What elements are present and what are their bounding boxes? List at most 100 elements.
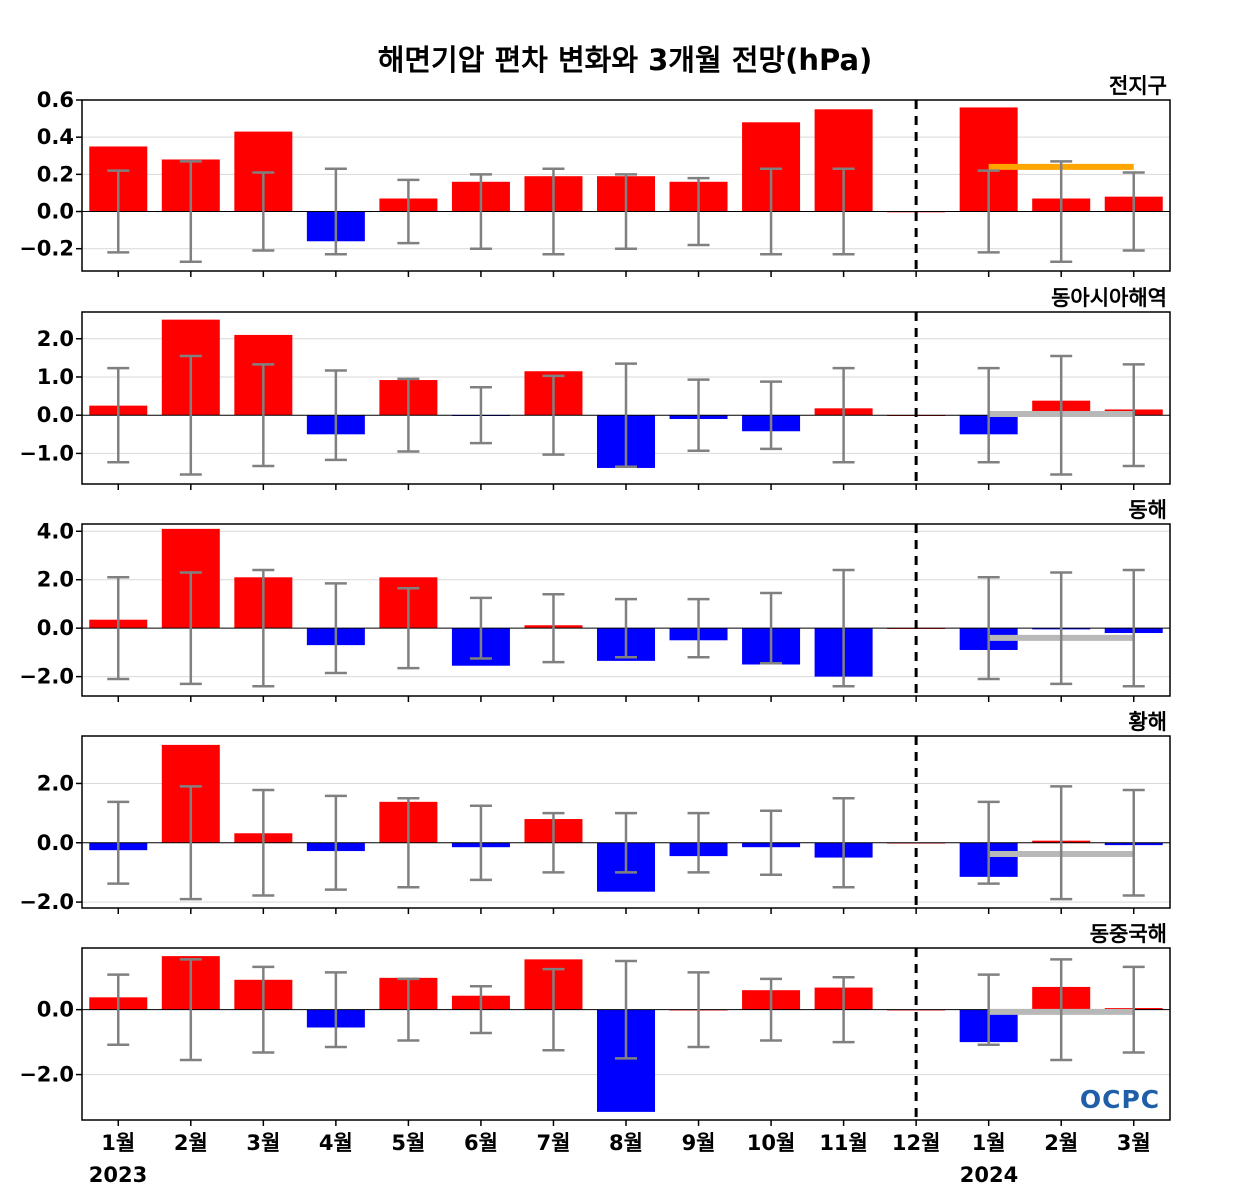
x-tick-label: 10월 — [747, 1131, 796, 1155]
error-bar — [1122, 568, 1145, 688]
error-bar — [687, 176, 710, 247]
error-bar — [760, 167, 783, 256]
error-bar — [469, 173, 492, 250]
error-bar — [469, 804, 492, 882]
error-bar — [1050, 785, 1073, 901]
panel-plot-area — [82, 107, 1170, 263]
error-bar — [469, 596, 492, 660]
error-bar — [832, 797, 855, 889]
panel-name: 동아시아해역 — [1051, 286, 1167, 310]
x-tick-label: 7월 — [536, 1131, 570, 1155]
y-tick-label: 0.2 — [37, 162, 74, 186]
panel-2: −1.0 0.0 1.0 2.0 동아시아해역 — [19, 286, 1171, 490]
x-axis: 1월 2월 3월 4월 5월 6월 7월 8월 9월 10월 11월 12월 1월 2월 3월 — [101, 1131, 1150, 1155]
x-tick-label: 6월 — [464, 1131, 498, 1155]
error-bar — [832, 568, 855, 688]
panel-name: 동중국해 — [1090, 922, 1167, 946]
error-bar — [179, 785, 202, 901]
y-tick-label: 2.0 — [37, 568, 74, 592]
error-bar — [760, 977, 783, 1042]
panel-name: 전지구 — [1109, 74, 1167, 98]
error-bar — [107, 576, 130, 681]
error-bar — [179, 354, 202, 476]
y-tick-label: 0.6 — [37, 88, 74, 112]
error-bar — [1050, 160, 1073, 263]
y-tick-label: 0.4 — [37, 125, 74, 149]
panel-name: 황해 — [1128, 710, 1167, 734]
x-tick-label: 3월 — [246, 1131, 280, 1155]
error-bar — [179, 160, 202, 263]
error-bar — [107, 366, 130, 464]
error-bar — [107, 973, 130, 1046]
error-bar — [832, 975, 855, 1044]
y-tick-label: −2.0 — [19, 1063, 74, 1087]
panel-1: −0.2 0.0 0.2 0.4 0.6 전지구 — [19, 74, 1171, 277]
error-bar — [687, 811, 710, 874]
y-tick-label: −2.0 — [19, 890, 74, 914]
error-bar — [977, 973, 1000, 1046]
error-bar — [107, 800, 130, 885]
error-bar — [469, 985, 492, 1035]
chart-panels: −0.2 0.0 0.2 0.4 0.6 전지구 −1.0 0.0 1.0 2.0 동아시아해역 −2… — [19, 74, 1171, 1126]
y-tick-label: 0.0 — [37, 403, 74, 427]
error-bar — [977, 576, 1000, 681]
error-bar — [1122, 171, 1145, 252]
error-bar — [1050, 958, 1073, 1062]
y-tick-label: 0.0 — [37, 200, 74, 224]
panel-name: 동해 — [1128, 498, 1167, 522]
error-bar — [542, 374, 565, 456]
error-bar — [832, 366, 855, 464]
y-tick-label: 2.0 — [37, 771, 74, 795]
y-tick-label: 0.0 — [37, 616, 74, 640]
error-bar — [832, 167, 855, 256]
year-label-2023: 2023 — [89, 1163, 147, 1187]
error-bar — [542, 811, 565, 874]
panel-5: −2.0 0.0 동중국해 — [19, 922, 1171, 1126]
error-bar — [1122, 965, 1145, 1054]
x-tick-label: 8월 — [609, 1131, 643, 1155]
error-bar — [1050, 354, 1073, 476]
error-bar — [469, 386, 492, 445]
error-bar — [760, 591, 783, 665]
x-tick-label: 9월 — [682, 1131, 716, 1155]
y-tick-label: −0.2 — [19, 237, 74, 261]
error-bar — [1122, 788, 1145, 897]
panel-4: −2.0 0.0 2.0 황해 — [19, 710, 1171, 914]
y-tick-label: 1.0 — [37, 365, 74, 389]
error-bar — [252, 788, 275, 897]
error-bar — [252, 568, 275, 688]
error-bar — [179, 571, 202, 686]
y-tick-label: 0.0 — [37, 831, 74, 855]
error-bar — [397, 178, 420, 245]
error-bar — [615, 362, 637, 469]
error-bar — [107, 169, 130, 254]
error-bar — [179, 958, 202, 1062]
error-bar — [977, 366, 1000, 464]
error-bar — [687, 378, 710, 452]
error-bar — [760, 809, 783, 877]
panel-plot-area — [82, 956, 1170, 1112]
panel-plot-area — [82, 528, 1170, 688]
error-bar — [397, 377, 420, 453]
error-bar — [397, 977, 420, 1042]
error-bar — [977, 169, 1000, 254]
y-tick-label: −2.0 — [19, 665, 74, 689]
x-tick-label: 5월 — [391, 1131, 425, 1155]
error-bar — [977, 800, 1000, 885]
error-bar — [397, 797, 420, 889]
error-bar — [1050, 571, 1073, 686]
error-bar — [615, 959, 637, 1060]
error-bar — [1122, 363, 1145, 468]
x-tick-label: 3월 — [1117, 1131, 1151, 1155]
error-bar — [615, 173, 637, 250]
error-bar — [324, 167, 347, 256]
y-tick-label: −1.0 — [19, 441, 74, 465]
error-bar — [542, 967, 565, 1052]
error-bar — [324, 582, 347, 675]
error-bar — [615, 597, 637, 659]
error-bar — [687, 971, 710, 1049]
x-tick-label: 1월 — [972, 1131, 1006, 1155]
error-bar — [542, 593, 565, 664]
ocpc-logo: OCPC — [1080, 1085, 1160, 1114]
